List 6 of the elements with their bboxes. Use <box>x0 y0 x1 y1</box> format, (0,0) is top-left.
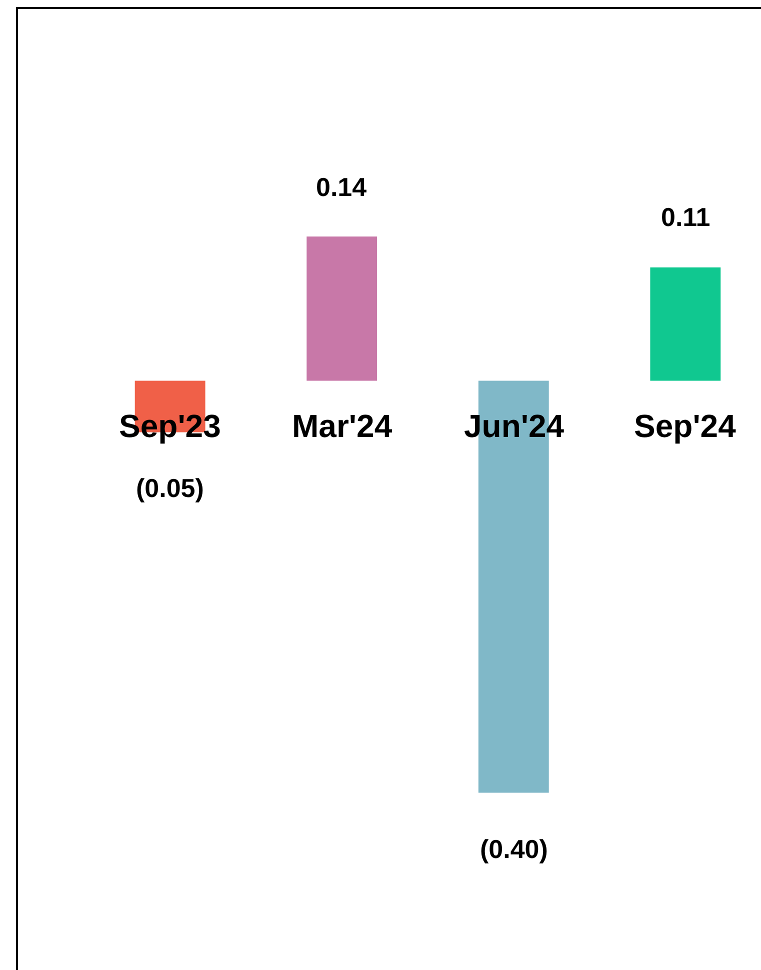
data-label: (0.05) <box>136 473 204 503</box>
x-tick-label: Mar'24 <box>292 408 392 444</box>
data-label: 0.14 <box>316 172 368 202</box>
x-tick-label: Sep'24 <box>634 408 736 444</box>
data-label: (0.40) <box>480 834 548 864</box>
data-label: 0.11 <box>661 202 710 232</box>
